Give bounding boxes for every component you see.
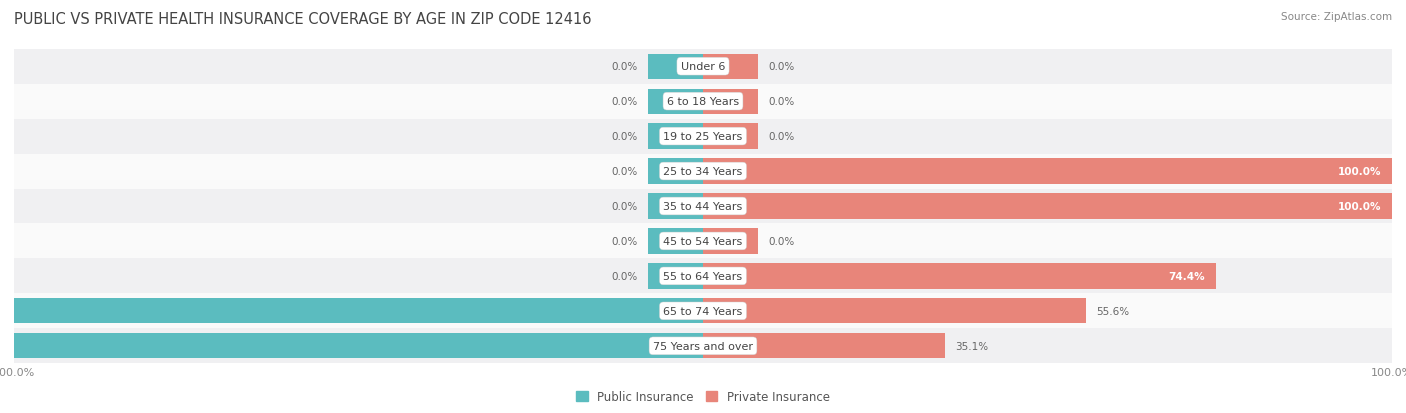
Bar: [703, 299, 1085, 324]
Text: 100.0%: 100.0%: [1339, 166, 1382, 177]
Bar: [703, 89, 758, 114]
Bar: [648, 194, 703, 219]
Text: 0.0%: 0.0%: [612, 166, 637, 177]
Bar: [703, 229, 758, 254]
Bar: [14, 333, 703, 358]
Bar: [703, 333, 945, 358]
Text: 55.6%: 55.6%: [1097, 306, 1129, 316]
Legend: Public Insurance, Private Insurance: Public Insurance, Private Insurance: [571, 385, 835, 408]
Bar: [703, 194, 1392, 219]
Bar: [14, 224, 1392, 259]
Text: 65 to 74 Years: 65 to 74 Years: [664, 306, 742, 316]
Text: PUBLIC VS PRIVATE HEALTH INSURANCE COVERAGE BY AGE IN ZIP CODE 12416: PUBLIC VS PRIVATE HEALTH INSURANCE COVER…: [14, 12, 592, 27]
Bar: [703, 124, 758, 150]
Text: 35.1%: 35.1%: [955, 341, 988, 351]
Bar: [648, 229, 703, 254]
Text: Source: ZipAtlas.com: Source: ZipAtlas.com: [1281, 12, 1392, 22]
Text: 55 to 64 Years: 55 to 64 Years: [664, 271, 742, 281]
Text: 0.0%: 0.0%: [769, 97, 794, 107]
Text: 0.0%: 0.0%: [769, 236, 794, 247]
Bar: [648, 159, 703, 184]
Bar: [14, 119, 1392, 154]
Text: 0.0%: 0.0%: [612, 271, 637, 281]
Text: Under 6: Under 6: [681, 62, 725, 72]
Text: 0.0%: 0.0%: [612, 202, 637, 211]
Text: 45 to 54 Years: 45 to 54 Years: [664, 236, 742, 247]
Text: 100.0%: 100.0%: [1339, 202, 1382, 211]
Text: 19 to 25 Years: 19 to 25 Years: [664, 132, 742, 142]
Bar: [648, 89, 703, 114]
Text: 0.0%: 0.0%: [612, 236, 637, 247]
Text: 75 Years and over: 75 Years and over: [652, 341, 754, 351]
Bar: [703, 55, 758, 80]
Text: 100.0%: 100.0%: [0, 341, 4, 351]
Text: 100.0%: 100.0%: [0, 306, 4, 316]
Bar: [703, 159, 1392, 184]
Bar: [14, 189, 1392, 224]
Bar: [14, 154, 1392, 189]
Text: 0.0%: 0.0%: [769, 62, 794, 72]
Text: 25 to 34 Years: 25 to 34 Years: [664, 166, 742, 177]
Bar: [14, 329, 1392, 363]
Text: 0.0%: 0.0%: [612, 132, 637, 142]
Bar: [14, 294, 1392, 329]
Bar: [14, 299, 703, 324]
Text: 74.4%: 74.4%: [1168, 271, 1205, 281]
Bar: [648, 124, 703, 150]
Bar: [14, 259, 1392, 294]
Text: 6 to 18 Years: 6 to 18 Years: [666, 97, 740, 107]
Bar: [648, 55, 703, 80]
Bar: [14, 50, 1392, 84]
Text: 35 to 44 Years: 35 to 44 Years: [664, 202, 742, 211]
Text: 0.0%: 0.0%: [612, 97, 637, 107]
Bar: [648, 263, 703, 289]
Text: 0.0%: 0.0%: [769, 132, 794, 142]
Text: 0.0%: 0.0%: [612, 62, 637, 72]
Bar: [14, 84, 1392, 119]
Bar: [703, 263, 1216, 289]
